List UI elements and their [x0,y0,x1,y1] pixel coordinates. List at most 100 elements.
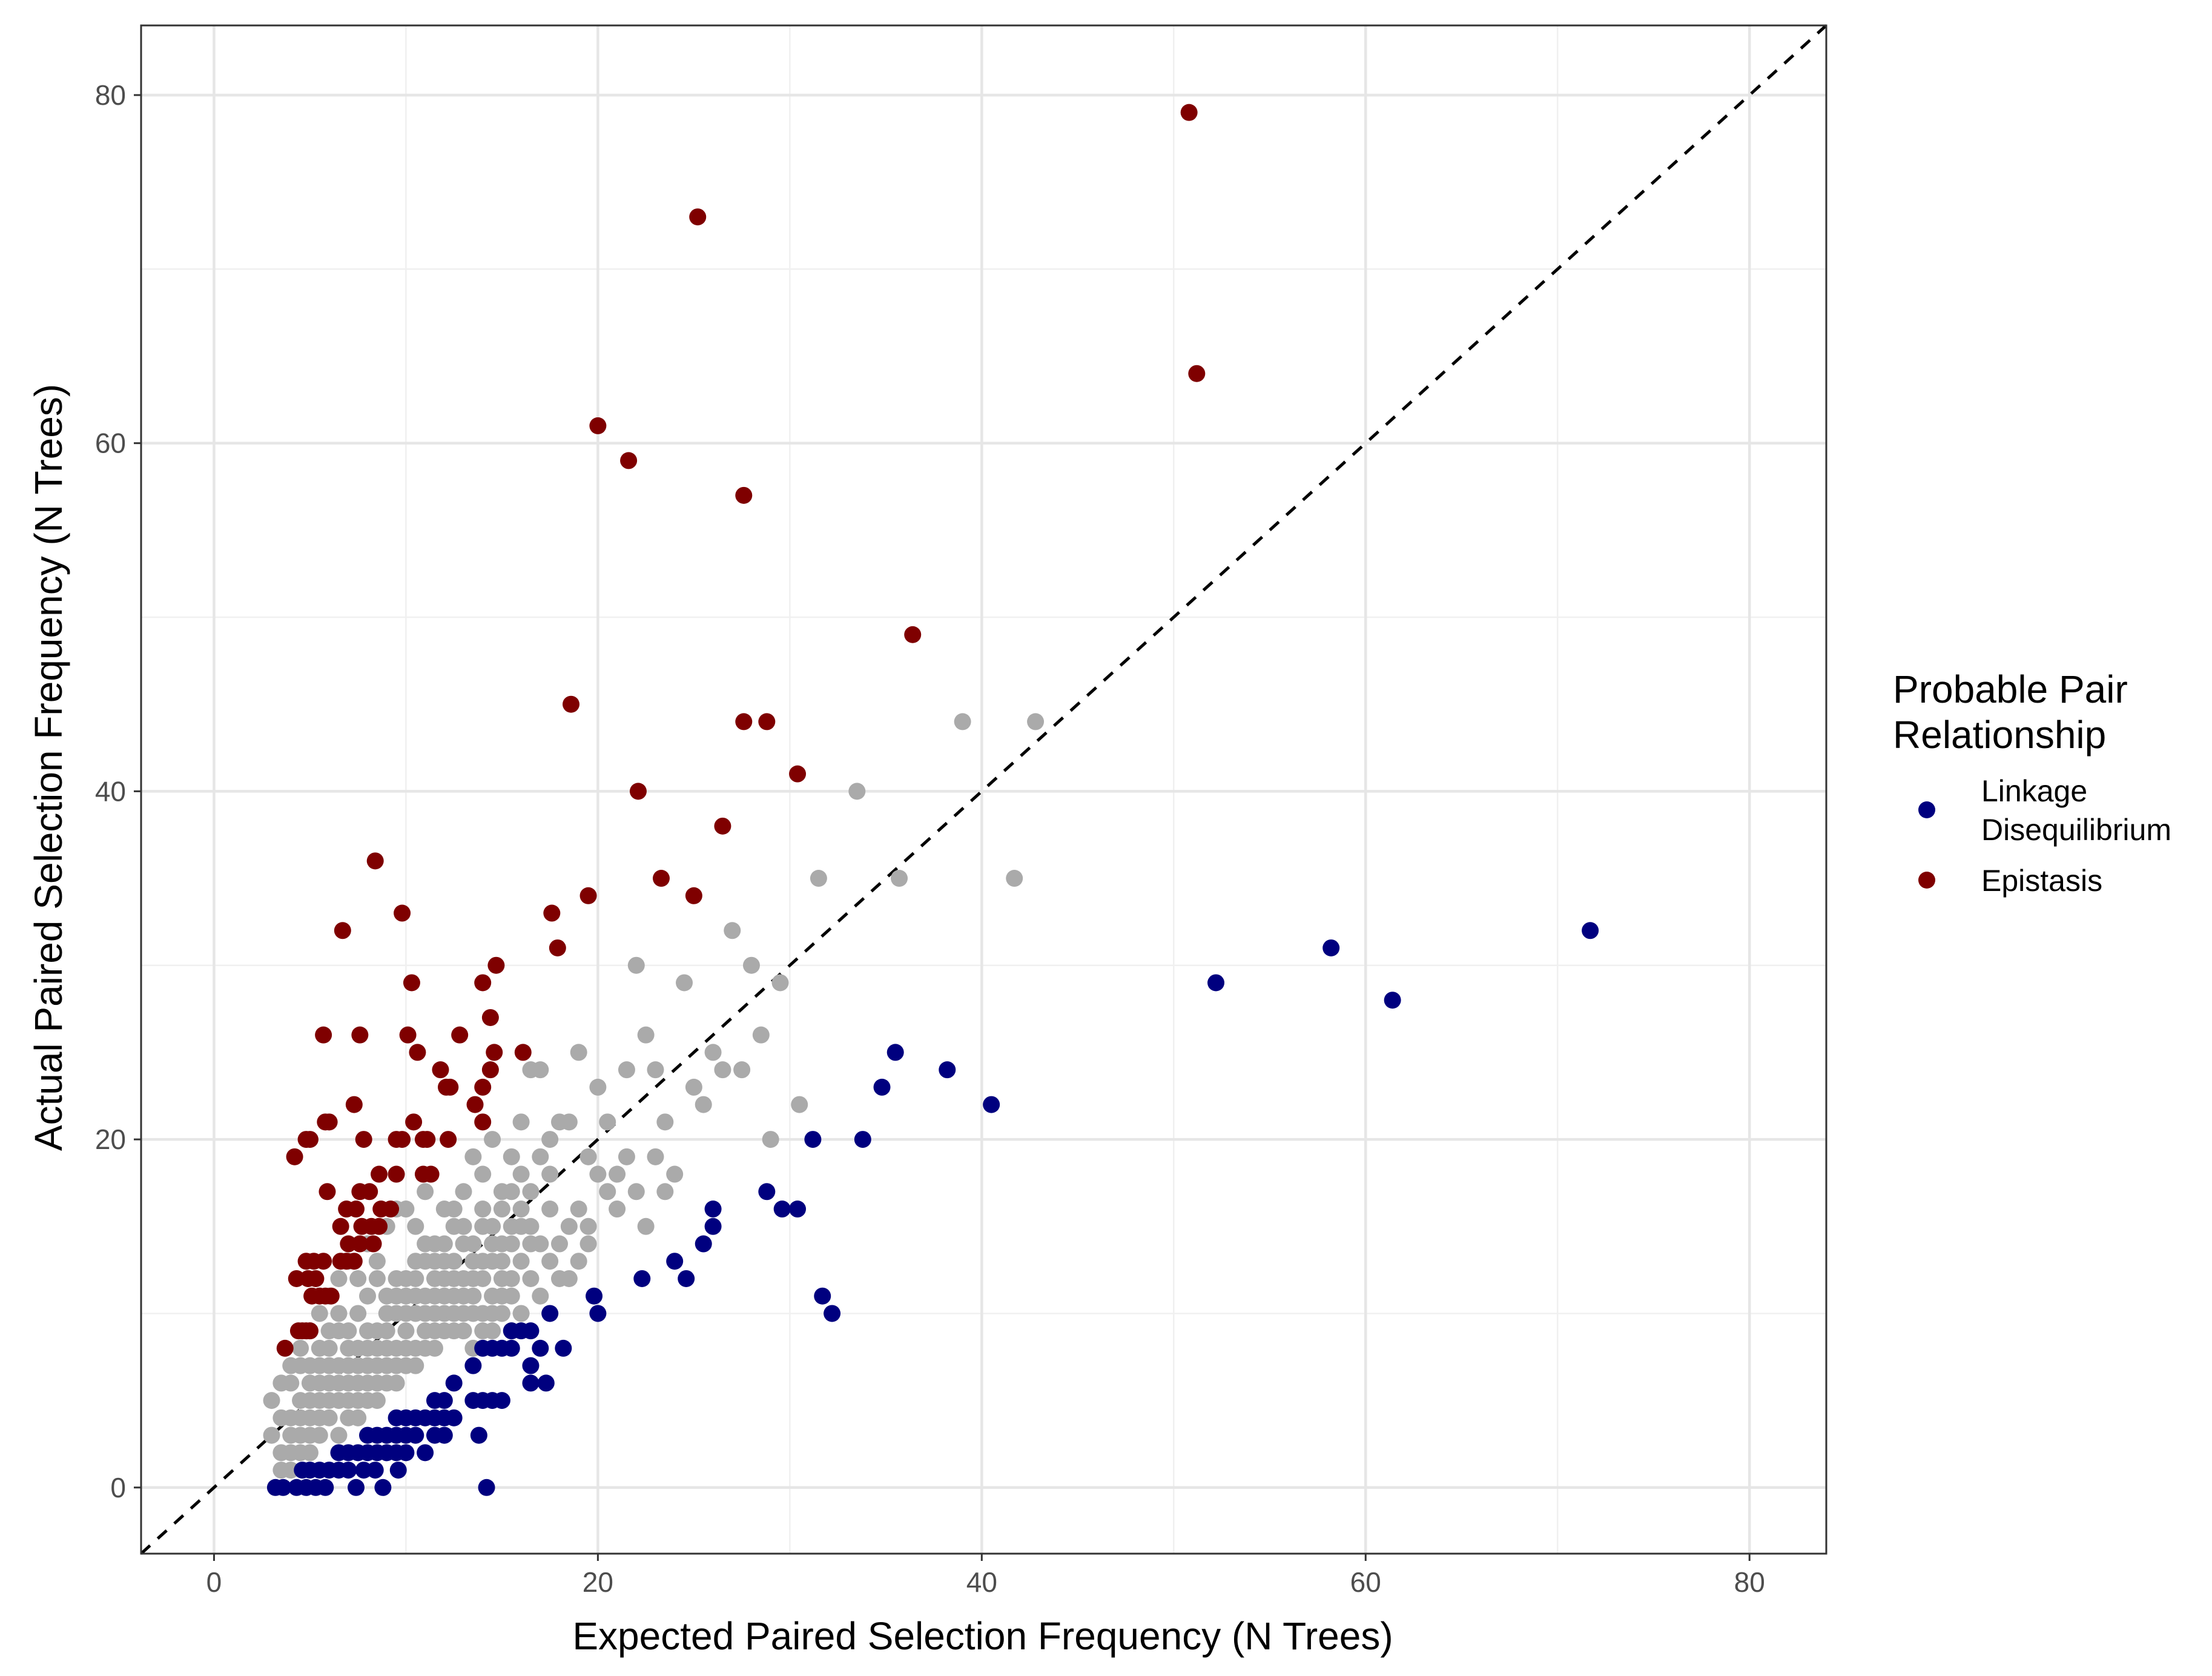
data-point [397,1357,415,1374]
legend-key-epistasis [1918,872,1935,889]
data-point [474,1270,492,1287]
data-point [263,1392,280,1409]
data-point [695,1096,712,1113]
data-point [512,1217,530,1235]
data-point [637,1026,655,1044]
data-point [503,1339,520,1357]
data-point [464,1253,482,1270]
data-point [464,1148,482,1165]
data-point [532,1148,549,1165]
data-point [455,1183,472,1201]
legend-title-line-1: Probable Pair [1893,667,2128,711]
data-point [685,887,702,904]
data-point [432,1061,449,1079]
data-point [348,1201,365,1218]
x-axis-title: Expected Paired Selection Frequency (N T… [572,1614,1393,1658]
series-epistasis [276,104,1206,1357]
data-point [445,1253,463,1270]
data-point [570,1044,587,1061]
data-point [656,1183,674,1201]
data-point [742,956,760,974]
data-point [366,852,384,870]
data-point [791,1096,808,1113]
data-point [345,1096,363,1113]
data-point [315,1026,332,1044]
data-point [426,1305,443,1322]
data-point [422,1165,440,1183]
data-point [371,1217,388,1235]
data-point [773,1201,791,1218]
legend-key-linkage-disequilibrium [1918,801,1935,818]
data-point [405,1113,423,1131]
data-point [351,1026,369,1044]
y-tick-label: 60 [95,428,126,459]
data-point [752,1026,770,1044]
data-point [349,1305,367,1322]
data-point [570,1201,587,1218]
data-point [320,1339,338,1357]
data-point [340,1235,357,1253]
data-point [537,1374,555,1392]
data-point [435,1235,453,1253]
data-point [714,817,731,835]
data-point [378,1374,395,1392]
data-point [789,1201,807,1218]
y-tick-label: 20 [95,1124,126,1155]
data-point [330,1392,348,1409]
data-point [789,765,807,783]
data-point [522,1270,540,1287]
data-point [320,1113,338,1131]
data-point [345,1253,363,1270]
data-point [455,1235,472,1253]
data-point [378,1322,395,1340]
data-point [493,1392,510,1409]
data-point [589,1305,607,1322]
data-point [804,1131,822,1148]
data-point [735,486,753,504]
data-point [272,1444,290,1462]
x-tick-label: 80 [1734,1566,1765,1598]
data-point [435,1270,453,1287]
data-point [311,1426,328,1444]
data-point [493,1305,510,1322]
data-point [532,1287,549,1305]
data-point [292,1444,309,1462]
data-point [532,1061,549,1079]
data-point [340,1462,357,1479]
data-point [474,1165,492,1183]
data-point [374,1479,392,1496]
data-point [340,1339,357,1357]
data-point [886,1044,904,1061]
data-point [394,1131,411,1148]
data-point [315,1253,332,1270]
data-point [656,1113,674,1131]
data-point [301,1322,319,1340]
data-point [824,1305,841,1322]
data-point [455,1217,472,1235]
data-point [455,1322,472,1340]
data-point [348,1479,365,1496]
data-point [503,1183,520,1201]
data-point [904,626,922,643]
data-point [418,1131,436,1148]
data-point [409,1044,426,1061]
data-point [762,1131,779,1148]
data-point [560,1217,578,1235]
x-tick-label: 0 [206,1566,222,1598]
data-point [263,1426,280,1444]
data-point [272,1462,290,1479]
data-point [464,1287,482,1305]
data-point [382,1201,400,1218]
data-point [394,904,411,922]
data-point [470,1426,487,1444]
data-point [503,1287,520,1305]
data-point [609,1201,626,1218]
data-point [983,1096,1000,1113]
data-point [484,1235,501,1253]
data-point [274,1479,292,1496]
data-point [685,1078,702,1096]
data-point [464,1357,482,1374]
data-point [939,1061,956,1079]
data-point [666,1253,684,1270]
legend-label-linkage-line-2: Disequilibrium [1981,813,2171,847]
